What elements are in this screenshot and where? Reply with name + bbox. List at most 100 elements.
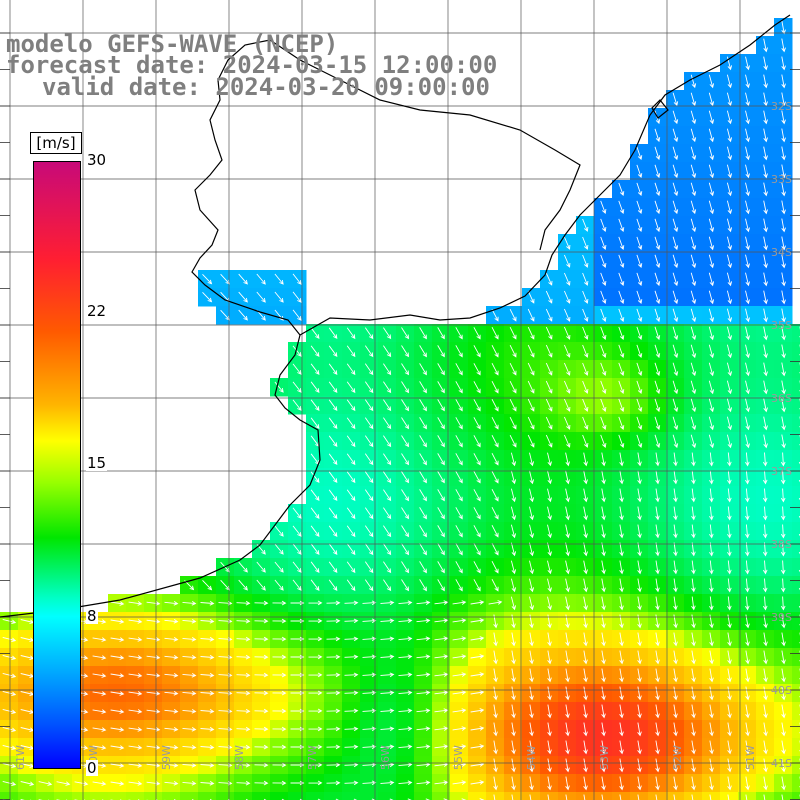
wind-arrow	[727, 452, 732, 467]
wind-arrow	[364, 579, 374, 592]
wind-arrow	[401, 579, 410, 592]
wind-arrow	[565, 542, 570, 557]
wind-arrow	[726, 398, 733, 413]
wind-arrow	[618, 218, 625, 232]
wind-arrow	[398, 600, 413, 605]
wind-arrow	[364, 561, 374, 574]
wind-arrow	[398, 726, 413, 731]
wind-arrow	[346, 471, 356, 484]
wind-arrow	[254, 780, 269, 786]
wind-arrow	[254, 744, 269, 750]
wind-cell	[792, 612, 800, 631]
wind-arrow	[690, 200, 697, 215]
wind-arrow	[272, 690, 287, 696]
wind-cell	[108, 792, 127, 800]
wind-arrow	[328, 543, 338, 555]
wind-arrow	[637, 524, 642, 539]
wind-arrow	[434, 618, 449, 623]
wind-arrow	[292, 273, 302, 285]
wind-arrow	[763, 236, 768, 251]
wind-arrow	[619, 542, 624, 557]
lat-label: 37S	[771, 465, 792, 478]
wind-arrow	[202, 291, 213, 303]
wind-arrow	[727, 506, 732, 521]
wind-arrow	[655, 560, 660, 575]
wind-arrow	[182, 655, 197, 660]
wind-arrow	[238, 561, 248, 573]
wind-arrow	[310, 471, 320, 483]
wind-arrow	[380, 690, 395, 696]
wind-arrow	[200, 672, 215, 678]
wind-arrow	[274, 291, 284, 303]
wind-arrow	[509, 398, 517, 412]
wind-arrow	[383, 327, 392, 340]
wind-arrow	[380, 600, 395, 606]
wind-arrow	[362, 618, 377, 624]
wind-arrow	[164, 763, 179, 768]
wind-arrow	[346, 453, 356, 466]
wind-arrow	[92, 655, 107, 660]
wind-arrow	[511, 740, 516, 755]
wind-arrow	[762, 542, 768, 557]
wind-arrow	[344, 744, 359, 750]
wind-arrow	[582, 218, 589, 232]
wind-arrow	[182, 601, 197, 606]
wind-arrow	[563, 326, 571, 340]
wind-arrow	[398, 654, 413, 659]
wind-arrow	[673, 596, 678, 611]
wind-arrow	[745, 236, 750, 251]
wind-arrow	[547, 596, 552, 611]
wind-arrow	[672, 344, 679, 359]
wind-arrow	[636, 200, 643, 214]
wind-arrow	[455, 435, 463, 448]
wind-arrow	[691, 668, 696, 683]
wind-arrow	[344, 762, 359, 768]
wind-cell	[612, 792, 631, 800]
wind-arrow	[473, 417, 481, 430]
wind-arrow	[401, 363, 410, 376]
wind-arrow	[401, 489, 410, 502]
wind-arrow	[763, 272, 768, 287]
wind-arrow	[254, 654, 269, 660]
wind-arrow	[452, 726, 467, 731]
wind-arrow	[565, 758, 570, 773]
wind-arrow	[727, 650, 732, 665]
wind-arrow	[618, 236, 625, 250]
wind-arrow	[529, 632, 534, 647]
wind-arrow	[583, 650, 588, 665]
wind-arrow	[583, 704, 588, 719]
wind-arrow	[655, 596, 660, 611]
wind-arrow	[547, 560, 552, 575]
wind-arrow	[547, 704, 552, 719]
wind-arrow	[673, 704, 678, 719]
wind-arrow	[401, 417, 410, 430]
wind-arrow	[654, 254, 661, 269]
wind-arrow	[637, 632, 642, 647]
wind-arrow	[563, 290, 571, 304]
wind-arrow	[419, 417, 427, 430]
lon-label: 61W	[14, 745, 27, 770]
wind-arrow	[510, 578, 517, 593]
wind-arrow	[310, 579, 320, 591]
wind-arrow	[690, 92, 697, 107]
wind-arrow	[583, 560, 588, 575]
wind-arrow	[455, 561, 463, 574]
wind-arrow	[292, 309, 302, 321]
wind-arrow	[164, 781, 179, 786]
wind-arrow	[326, 618, 341, 624]
wind-arrow	[781, 308, 786, 323]
wind-arrow	[383, 489, 392, 502]
wind-arrow	[745, 794, 748, 800]
wind-cell	[792, 792, 800, 800]
wind-arrow	[128, 763, 143, 768]
wind-arrow	[727, 488, 732, 503]
wind-arrow	[182, 691, 197, 696]
wind-arrow	[745, 488, 750, 503]
wind-arrow	[437, 327, 445, 340]
wind-arrow	[527, 416, 535, 430]
wind-cell	[792, 432, 800, 451]
wind-arrow	[672, 128, 679, 143]
wind-arrow	[383, 579, 392, 592]
wind-arrow	[510, 524, 517, 539]
wind-arrow	[690, 434, 697, 449]
